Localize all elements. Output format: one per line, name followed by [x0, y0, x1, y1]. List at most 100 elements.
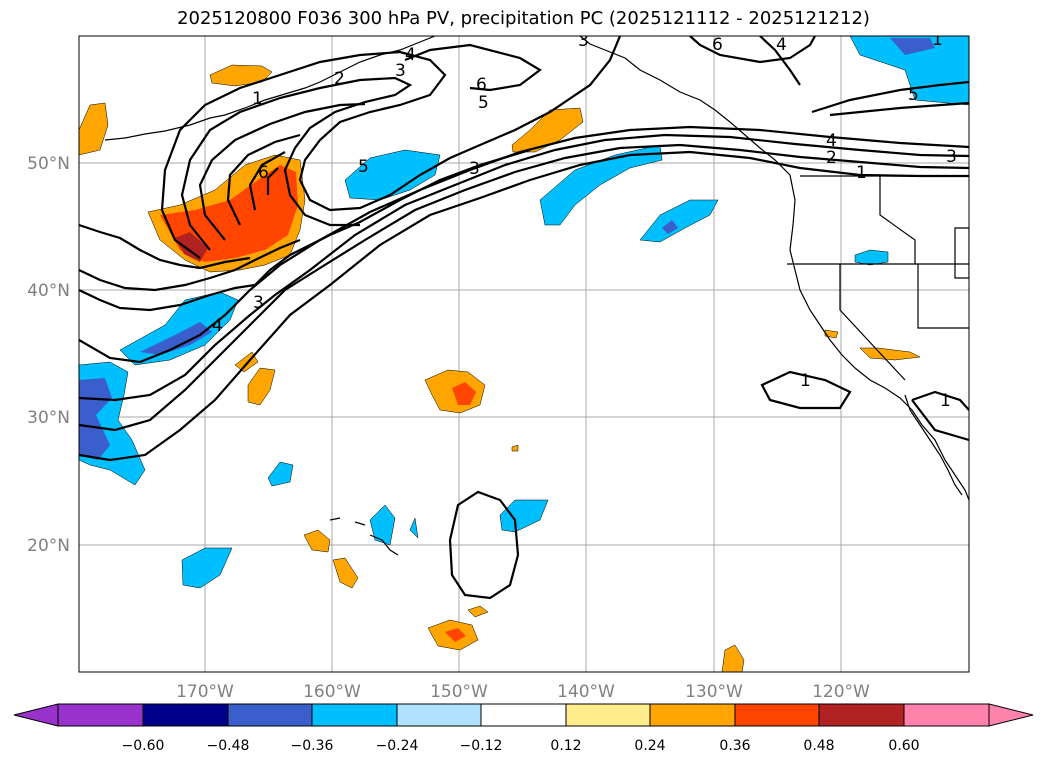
precip-positive-shading [79, 64, 921, 672]
contour-label: 1 [940, 391, 951, 411]
lat-label: 50°N [27, 154, 70, 174]
colorbar-tick: −0.24 [376, 738, 419, 754]
contour-ne-2 [829, 101, 969, 117]
contour-1 [79, 150, 969, 462]
lon-label: 120°W [812, 682, 870, 702]
neg-area-ne [849, 36, 969, 106]
lat-label: 30°N [27, 408, 70, 428]
pos-area-south-1 [467, 605, 489, 618]
contour-label: 6 [712, 35, 723, 55]
contour-ne-1 [811, 80, 969, 114]
contour-ridge-3 [759, 36, 801, 86]
colorbar-tick: −0.12 [460, 738, 503, 754]
neg-area-midlat-band [119, 291, 239, 366]
neg-area-small-2 [409, 517, 419, 539]
state-border-4 [917, 264, 969, 329]
contour-label: 2 [334, 69, 345, 89]
contour-label: 1 [856, 163, 867, 183]
pos-area-california-2 [824, 329, 839, 339]
neg-area-east-small [639, 199, 719, 243]
contour-3 [79, 133, 969, 402]
longitude-labels: 170°W 160°W 150°W 140°W 130°W 120°W [176, 682, 870, 702]
neg-area-small-1 [267, 461, 294, 487]
contour-south-low [448, 490, 520, 600]
colorbar-tick: 0.24 [634, 738, 665, 754]
contour-baja [911, 390, 969, 442]
pos-area-north [209, 64, 273, 87]
latitude-labels: 50°N 40°N 30°N 20°N [27, 154, 70, 556]
neg-area-hawaii-2 [499, 499, 549, 533]
lon-label: 130°W [685, 682, 743, 702]
contour-6 [79, 238, 301, 292]
contour-label: 6 [476, 75, 487, 95]
contour-label: 1 [932, 30, 943, 50]
hawaii-islands [329, 517, 399, 556]
colorbar-tick: −0.60 [122, 738, 165, 754]
lon-label: 150°W [430, 682, 488, 702]
state-border-2 [879, 176, 916, 264]
contour-label: 3 [469, 159, 480, 179]
colorbar-tick: 0.48 [803, 738, 834, 754]
lon-label: 170°W [176, 682, 234, 702]
colorbar-pos-extension [988, 703, 1034, 727]
lake-box [954, 227, 969, 279]
map-title: 2025120800 F036 300 hPa PV, precipitatio… [177, 8, 870, 29]
neg-area-california [854, 249, 889, 266]
contour-ridge-2 [689, 36, 816, 64]
lat-label: 20°N [27, 536, 70, 556]
contour-7 [79, 223, 251, 270]
contour-label: 3 [253, 293, 264, 313]
contour-label: 5 [908, 85, 919, 105]
contour-low-outer [160, 36, 622, 259]
contour-label: 5 [358, 157, 369, 177]
pos-area-band-2 [247, 367, 276, 406]
contour-label: 4 [776, 35, 787, 55]
lon-label: 140°W [557, 682, 615, 702]
contour-label: 4 [405, 45, 416, 65]
lat-label: 40°N [27, 281, 70, 301]
contour-label: 5 [478, 93, 489, 113]
pos-area-hawaii-2 [332, 557, 359, 589]
pos-area-hawaii-1 [303, 529, 331, 553]
pos-area-nw [79, 102, 109, 156]
contour-4 [79, 125, 969, 364]
neg-area-ne-core [890, 38, 935, 55]
contour-label: 4 [212, 316, 223, 336]
colorbar-ticks: −0.60 −0.48 −0.36 −0.24 −0.12 0.12 0.24 … [122, 738, 920, 754]
contour-low-5 [248, 151, 286, 211]
alaska-coast [579, 36, 791, 176]
pv-contours [79, 36, 969, 600]
contour-label: 1 [800, 371, 811, 391]
contour-label: 4 [826, 131, 837, 151]
neg-area-central [344, 149, 441, 201]
pos-area-dot [511, 444, 519, 452]
colorbar-tick: 0.60 [888, 738, 919, 754]
contour-ridge-1 [404, 43, 542, 92]
neg-area-east-small-core [662, 220, 678, 234]
contour-5 [79, 148, 531, 312]
neg-area-sw [181, 547, 233, 589]
contour-low-2 [180, 76, 413, 251]
colorbar-tick: 0.12 [550, 738, 581, 754]
state-border-3 [839, 264, 906, 381]
contour-low-4 [226, 133, 301, 226]
contour-labels: 1 2 3 4 5 6 6 5 3 6 4 3 4 2 3 1 3 4 5 1 … [212, 30, 957, 411]
colorbar-tick: 0.36 [719, 738, 750, 754]
contour-label: 2 [826, 148, 837, 168]
colorbar-neg-extension [13, 703, 59, 727]
pos-area-california [859, 347, 921, 361]
colorbar-tick: −0.36 [291, 738, 334, 754]
contour-label: 3 [395, 61, 406, 81]
pos-area-south-3 [721, 644, 745, 672]
lon-label: 160°W [303, 682, 361, 702]
baja [904, 394, 963, 496]
neg-area-midlat-band-core [140, 322, 212, 355]
map-frame [78, 35, 970, 673]
colorbar [13, 703, 1034, 727]
contour-low-6 [266, 167, 279, 195]
contour-label: 3 [578, 31, 589, 51]
contour-cal-low [760, 370, 852, 410]
colorbar-tick: −0.48 [207, 738, 250, 754]
pos-area-south-2-core [445, 628, 466, 642]
